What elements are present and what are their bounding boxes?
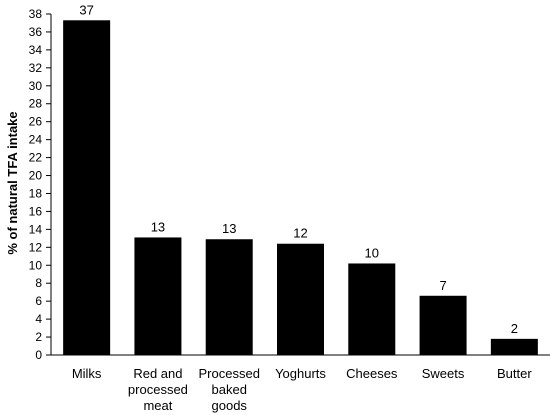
bar: [419, 295, 467, 355]
y-tick-label: 28: [29, 97, 43, 111]
category-label: Cheeses: [346, 366, 398, 381]
y-tick-label: 10: [29, 258, 43, 272]
category-label: Butter: [497, 366, 532, 381]
category-label: Yoghurts: [275, 366, 326, 381]
y-axis-title: % of natural TFA intake: [5, 111, 20, 254]
y-tick-label: 36: [29, 25, 43, 39]
y-tick-label: 2: [35, 330, 42, 344]
y-tick-label: 18: [29, 186, 43, 200]
bar-value-label: 12: [293, 226, 307, 241]
bar-value-label: 13: [222, 221, 236, 236]
bar: [348, 263, 396, 355]
y-tick-label: 26: [29, 115, 43, 129]
y-tick-label: 34: [29, 43, 43, 57]
bar: [205, 239, 253, 355]
y-tick-label: 16: [29, 204, 43, 218]
category-label: meat: [143, 398, 172, 413]
y-tick-label: 20: [29, 169, 43, 183]
y-tick-label: 22: [29, 151, 43, 165]
bar-value-label: 2: [511, 321, 518, 336]
y-tick-label: 32: [29, 61, 43, 75]
category-label: Milks: [72, 366, 102, 381]
category-label: baked: [212, 382, 247, 397]
bars: [63, 20, 538, 355]
bar-value-label: 7: [439, 278, 446, 293]
bar: [63, 20, 111, 355]
y-tick-label: 24: [29, 133, 43, 147]
bar-value-label: 37: [79, 2, 93, 17]
y-tick-label: 12: [29, 240, 43, 254]
y-tick-label: 14: [29, 222, 43, 236]
bar-value-label: 10: [365, 245, 379, 260]
category-label: Red and: [133, 366, 182, 381]
category-label: Sweets: [422, 366, 465, 381]
bar: [134, 237, 182, 355]
y-tick-label: 0: [35, 348, 42, 362]
bar: [490, 338, 538, 355]
bar: [277, 243, 324, 355]
y-tick-label: 4: [35, 312, 42, 326]
category-label: goods: [212, 398, 248, 413]
y-tick-label: 30: [29, 79, 43, 93]
y-tick-label: 8: [35, 276, 42, 290]
bar-value-label: 13: [151, 219, 165, 234]
data-labels: 37 13 13 12 10 7 2: [79, 2, 518, 336]
y-tick-label: 38: [29, 7, 43, 21]
category-label: Processed: [199, 366, 260, 381]
y-tick-label: 6: [35, 294, 42, 308]
category-label: processed: [128, 382, 188, 397]
